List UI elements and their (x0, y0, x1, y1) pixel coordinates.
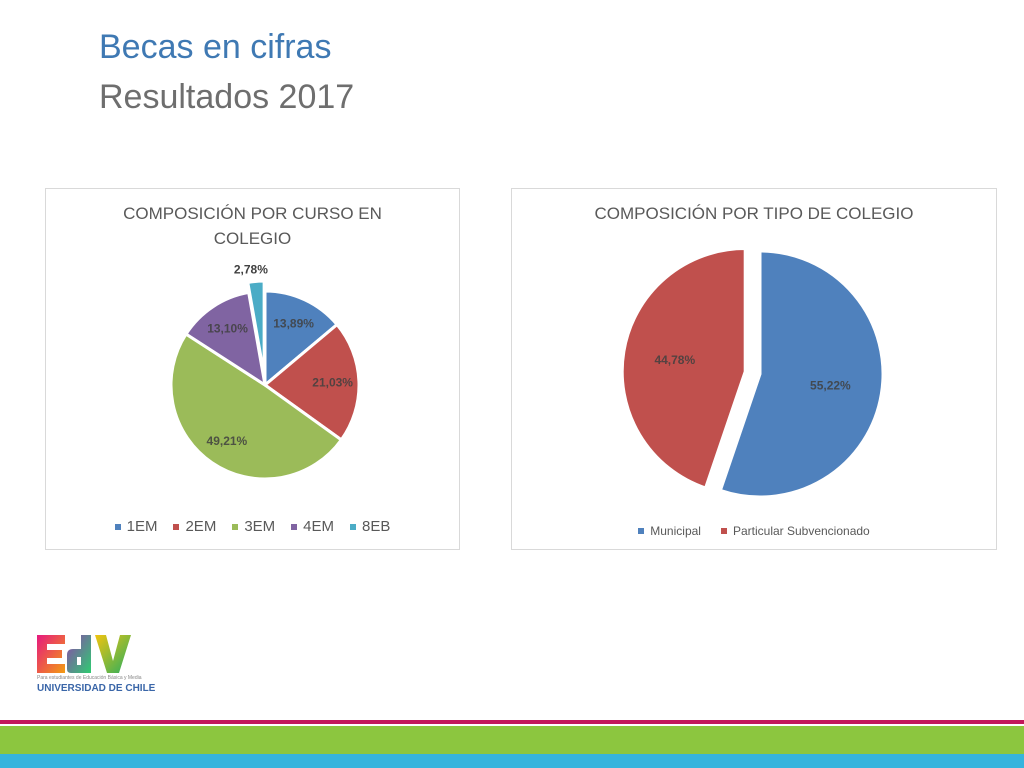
data-label-3em: 49,21% (207, 434, 248, 448)
edv-logo-mark (37, 635, 131, 673)
legend-swatch-2em (173, 523, 180, 530)
data-label-1em: 13,89% (273, 317, 314, 331)
legend-label-8eb: 8EB (362, 518, 391, 535)
legend-swatch-municipal (638, 528, 645, 534)
legend-swatch-1em (114, 523, 121, 530)
footer-stripe-blue (0, 754, 1024, 768)
pie-chart-school-type: 55,22% 44,78% (620, 247, 885, 499)
edv-logo: Para estudiantes de Educación Básica y M… (37, 633, 155, 697)
logo-university: UNIVERSIDAD DE CHILE (37, 683, 156, 694)
pie-slice-2em (262, 322, 361, 442)
chart-title-school-type: COMPOSICIÓN POR TIPO DE COLEGIO (594, 204, 914, 223)
footer-stripe-pink (0, 720, 1024, 724)
data-label-municipal: 55,22% (810, 379, 851, 393)
legend-course: 1EM 2EM 3EM 4EM 8EB (46, 518, 459, 535)
legend-swatch-8eb (350, 523, 356, 530)
legend-label-1em: 1EM (126, 518, 158, 535)
legend-item-3em: 3EM (232, 518, 275, 535)
chart-panel-course: COMPOSICIÓN POR CURSO EN COLEGIO 13,89% 2… (45, 188, 460, 550)
pie-slice-8eb (246, 279, 266, 376)
legend-item-8eb: 8EB (350, 518, 390, 535)
chart-title-course: COMPOSICIÓN POR CURSO EN COLEGIO (123, 204, 382, 248)
footer-stripe-green (0, 726, 1024, 754)
legend-label-particular-subvencionado: Particular Subvencionado (732, 524, 870, 538)
pie-slice-3em (169, 331, 344, 481)
pie-slice-particular-subvencionado (620, 247, 747, 490)
data-label-particular-subvencionado: 44,78% (654, 353, 695, 367)
pie-slice-4em (183, 290, 268, 389)
data-label-8eb: 2,78% (234, 262, 268, 276)
legend-label-4em: 4EM (303, 518, 334, 535)
legend-swatch-particular-subvencionado (720, 528, 727, 534)
pie-slice-1em (263, 289, 340, 389)
legend-item-1em: 1EM (114, 518, 158, 535)
chart-panel-school-type: COMPOSICIÓN POR TIPO DE COLEGIO 55,22% 44… (511, 188, 997, 550)
logo-tagline: Para estudiantes de Educación Básica y M… (37, 675, 142, 681)
legend-label-3em: 3EM (244, 518, 276, 535)
slide-title: Becas en cifras (99, 28, 332, 66)
legend-swatch-4em (291, 523, 298, 530)
legend-item-4em: 4EM (291, 518, 334, 535)
data-label-2em: 21,03% (312, 375, 353, 389)
legend-item-particular-subvencionado: Particular Subvencionado (720, 524, 870, 538)
legend-item-2em: 2EM (173, 518, 216, 535)
legend-school-type: Municipal Particular Subvencionado (512, 524, 996, 538)
pie-chart-course: 13,89% 21,03% 49,21% 13,10% 2,78% (169, 262, 361, 481)
slide-subtitle: Resultados 2017 (99, 78, 355, 116)
pie-slice-municipal (718, 249, 885, 499)
legend-label-2em: 2EM (185, 518, 217, 535)
data-label-4em: 13,10% (207, 322, 248, 336)
legend-swatch-3em (232, 523, 239, 530)
legend-item-municipal: Municipal (638, 524, 701, 538)
legend-label-municipal: Municipal (650, 524, 701, 538)
